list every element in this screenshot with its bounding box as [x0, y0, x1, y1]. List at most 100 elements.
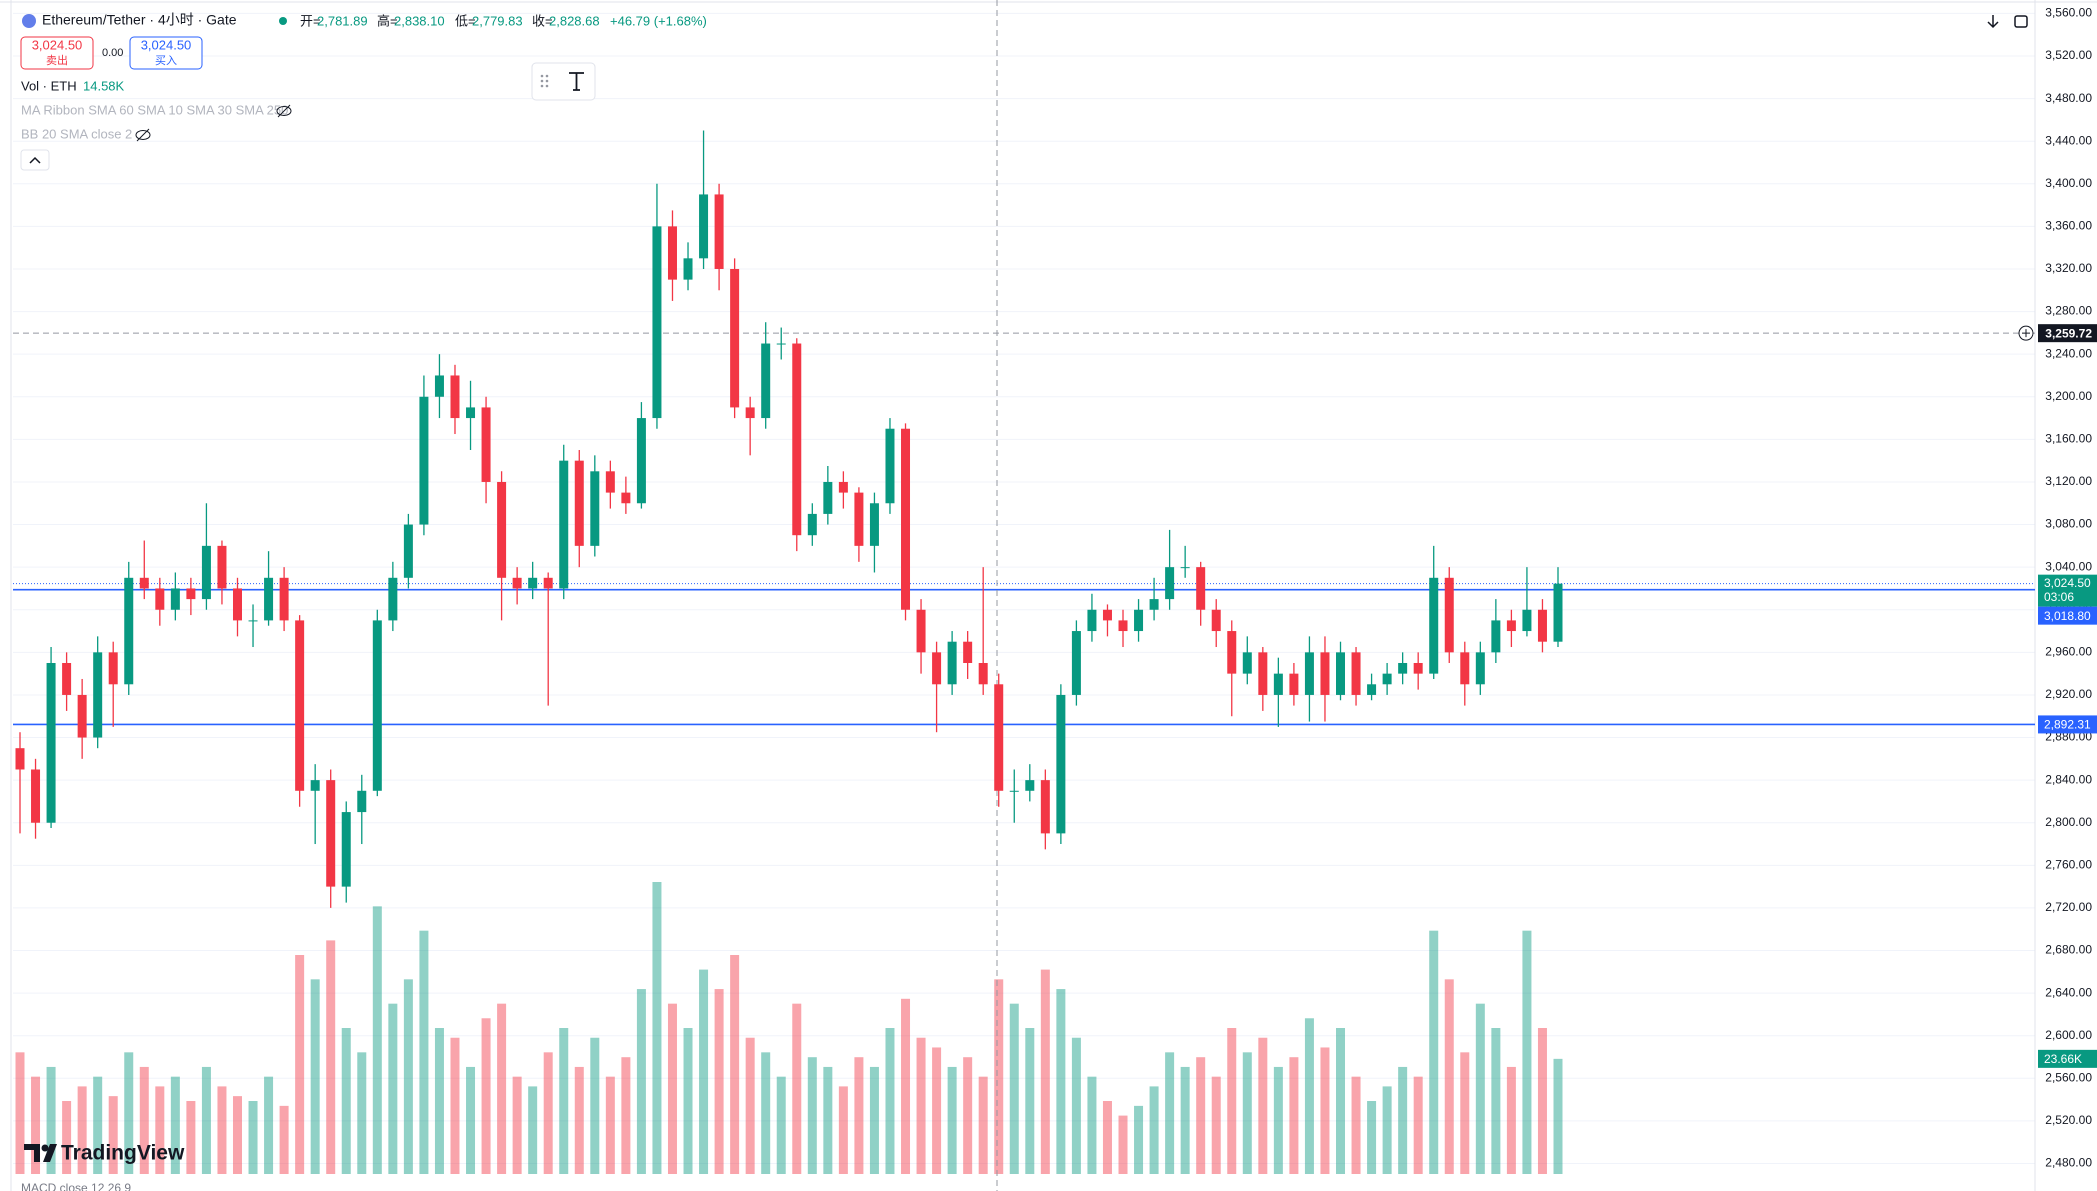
- drag-handle[interactable]: [540, 74, 549, 88]
- candle-body: [776, 343, 786, 345]
- candle-body: [155, 588, 165, 610]
- volume-bar: [1025, 1028, 1035, 1174]
- ohlc-value: 2,838.10: [394, 13, 445, 28]
- buy-label[interactable]: 买入: [155, 54, 177, 67]
- candle-body: [1165, 567, 1175, 600]
- brand-logo: [24, 1144, 57, 1162]
- brand-name: TradingView: [61, 1142, 185, 1165]
- candle-body: [667, 226, 677, 280]
- volume-bar: [621, 1057, 631, 1174]
- candle-body: [1087, 609, 1097, 632]
- volume-bar: [1460, 1052, 1470, 1174]
- collapse-button[interactable]: [20, 149, 50, 171]
- volume-label: 23.66K: [2044, 1052, 2082, 1066]
- candle-body: [1320, 652, 1330, 695]
- volume-bar: [466, 1066, 476, 1174]
- volume-bar: [559, 1028, 569, 1174]
- hidden-icon[interactable]: [135, 128, 151, 142]
- macd-indicator[interactable]: MACD close 12 26 9: [21, 1181, 131, 1191]
- y-tick-label: 2,800.00: [2045, 815, 2092, 829]
- volume-bar: [1553, 1058, 1563, 1174]
- y-tick-label: 2,720.00: [2045, 900, 2092, 914]
- candle-body: [326, 780, 336, 887]
- bb-indicator[interactable]: BB 20 SMA close 2: [21, 126, 132, 141]
- candle-body: [636, 418, 646, 504]
- candle-body: [1134, 609, 1144, 632]
- candle-body: [994, 684, 1004, 791]
- candle-body: [1522, 609, 1532, 632]
- volume-label-box: [2038, 1049, 2097, 1068]
- volume-title[interactable]: Vol · ETH: [21, 78, 77, 93]
- volume-bar: [232, 1096, 242, 1174]
- scroll-icon[interactable]: [1987, 15, 1999, 29]
- volume-bar: [1040, 969, 1050, 1174]
- y-tick-label: 3,520.00: [2045, 48, 2092, 62]
- y-tick-label: 2,680.00: [2045, 943, 2092, 957]
- volume-bar: [357, 1052, 367, 1174]
- volume-bar: [264, 1076, 274, 1174]
- candle-body: [869, 503, 879, 546]
- last-price-label: 3,024.50: [2044, 576, 2091, 590]
- y-tick-label: 3,280.00: [2045, 304, 2092, 318]
- price-line-label: 2,892.31: [2044, 718, 2091, 732]
- candle-body: [963, 641, 973, 663]
- buy-price[interactable]: 3,024.50: [141, 37, 192, 52]
- volume-bar: [730, 955, 740, 1174]
- sell-button[interactable]: [20, 36, 94, 70]
- volume-bar: [776, 1076, 786, 1174]
- ohlc-label: 低=: [455, 13, 476, 28]
- price-line-box: [2038, 715, 2097, 734]
- candle-body: [1273, 673, 1283, 695]
- candle-body: [543, 577, 553, 589]
- volume-bar: [1304, 1018, 1314, 1174]
- candle-body: [15, 748, 25, 770]
- volume-value: 14.58K: [83, 78, 125, 93]
- candle-body: [947, 641, 957, 685]
- y-tick-label: 2,920.00: [2045, 687, 2092, 701]
- y-tick-label: 2,520.00: [2045, 1113, 2092, 1127]
- volume-bar: [1071, 1037, 1081, 1174]
- add-alert-plus: [2022, 329, 2030, 338]
- candle-body: [108, 652, 118, 685]
- y-tick-label: 3,440.00: [2045, 133, 2092, 147]
- volume-bar: [108, 1096, 118, 1174]
- candle-body: [139, 577, 149, 589]
- symbol-title[interactable]: Ethereum/Tether · 4小时 · Gate: [42, 12, 237, 28]
- candle-body: [124, 577, 134, 685]
- volume-bar: [1196, 1057, 1206, 1174]
- candle-body: [419, 396, 429, 525]
- y-tick-label: 2,600.00: [2045, 1028, 2092, 1042]
- candle-body: [916, 609, 926, 653]
- candle-body: [574, 460, 584, 546]
- sell-label[interactable]: 卖出: [46, 53, 68, 67]
- candle-body: [1553, 583, 1563, 642]
- volume-bar: [15, 1052, 25, 1174]
- buy-button[interactable]: [129, 36, 203, 70]
- candle-body: [885, 428, 895, 504]
- volume-bar: [932, 1047, 942, 1174]
- candle-body: [512, 577, 522, 589]
- y-tick-label: 2,840.00: [2045, 772, 2092, 786]
- volume-bar: [1180, 1066, 1190, 1174]
- countdown-label: 03:06: [2044, 590, 2074, 604]
- candle-body: [854, 492, 864, 546]
- ohlc-value: 2,781.89: [317, 13, 368, 28]
- candle-body: [1056, 694, 1066, 834]
- candle-body: [264, 577, 274, 621]
- ma-ribbon[interactable]: MA Ribbon SMA 60 SMA 10 SMA 30 SMA 250: [21, 102, 288, 117]
- sell-price[interactable]: 3,024.50: [32, 37, 83, 52]
- candle-body: [1475, 652, 1485, 685]
- candle-body: [1382, 673, 1392, 685]
- volume-bar: [1289, 1057, 1299, 1174]
- volume-bar: [761, 1052, 771, 1174]
- candle-body: [310, 780, 320, 791]
- refresh-icon[interactable]: [2014, 15, 2028, 28]
- hidden-icon[interactable]: [276, 104, 292, 118]
- collapse-icon: [29, 156, 41, 164]
- last-price-box: [2038, 574, 2097, 607]
- symbol-icon[interactable]: [22, 14, 36, 28]
- candle-body: [403, 524, 413, 578]
- candle-body: [978, 662, 988, 685]
- volume-bar: [1522, 930, 1532, 1174]
- volume-bar: [1273, 1066, 1283, 1174]
